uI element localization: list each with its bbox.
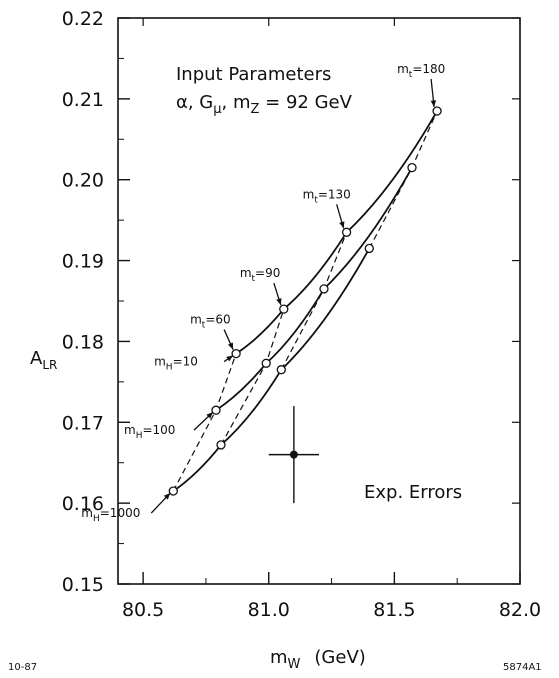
mt-line-m-t-90 xyxy=(220,308,285,446)
data-point xyxy=(276,365,286,375)
data-point xyxy=(432,106,442,116)
data-point xyxy=(319,284,329,294)
arrow-head xyxy=(339,221,345,229)
mh-series xyxy=(168,106,442,496)
data-point xyxy=(168,486,178,496)
annotation-m-h-10: mH=10 xyxy=(154,355,198,373)
data-point xyxy=(364,243,374,254)
mt-line-m-t-60 xyxy=(172,353,237,492)
data-point xyxy=(279,304,289,314)
arrow-head xyxy=(163,493,171,500)
data-point xyxy=(341,227,352,237)
y-tick-label: 0.20 xyxy=(62,170,104,192)
arrow-head xyxy=(226,355,234,362)
x-tick-label: 80.5 xyxy=(122,599,164,621)
series-line-m-h-1000 xyxy=(172,247,371,492)
annotations: mt=180 mt=130 mt=90 mt=60 mH=10 mH=100 mH=1000 xyxy=(81,62,445,524)
x-axis-label: mW (GeV) xyxy=(270,647,366,672)
error-bar-label: Exp. Errors xyxy=(364,482,462,503)
y-axis-label: ALR xyxy=(30,348,57,372)
inset-params: α, Gμ, mZ = 92 GeV xyxy=(176,92,353,117)
footer-left: 10-87 xyxy=(8,662,37,673)
data-point xyxy=(211,405,221,415)
data-point xyxy=(407,162,417,173)
arrow-head xyxy=(227,342,234,350)
mt-line-m-t-180 xyxy=(368,110,438,249)
x-tick-label: 82.0 xyxy=(499,599,541,621)
y-tick-label: 0.19 xyxy=(62,251,104,273)
y-axis: 0.15 0.16 0.17 0.18 0.19 0.20 0.21 0.22 xyxy=(62,8,520,596)
error-bar-point xyxy=(289,450,298,459)
annotation-m-t-60: mt=60 xyxy=(190,313,231,331)
footer-right: 5874A1 xyxy=(503,662,542,673)
y-tick-label: 0.18 xyxy=(62,331,104,353)
arrow-head xyxy=(276,298,282,306)
x-axis: 80.5 81.0 81.5 82.0 xyxy=(122,18,541,621)
y-tick-label: 0.21 xyxy=(62,89,104,111)
data-point xyxy=(216,440,226,450)
x-tick-label: 81.5 xyxy=(373,599,415,621)
y-tick-label: 0.22 xyxy=(62,8,104,30)
data-point xyxy=(261,358,271,368)
annotation-m-t-180: mt=180 xyxy=(397,62,445,80)
arrow-head xyxy=(430,100,437,107)
annotation-m-h-1000: mH=1000 xyxy=(81,506,140,524)
x-tick-label: 81.0 xyxy=(248,599,290,621)
y-tick-label: 0.16 xyxy=(62,493,104,515)
y-tick-label: 0.17 xyxy=(62,412,104,434)
y-tick-label: 0.15 xyxy=(62,574,104,596)
annotation-m-t-130: mt=130 xyxy=(303,187,351,205)
series-line-m-h-100 xyxy=(215,167,413,411)
error-bar xyxy=(268,406,319,504)
arrow-head xyxy=(206,412,213,419)
data-point xyxy=(231,348,241,359)
annotation-m-t-90: mt=90 xyxy=(240,266,281,284)
mt-dashed-lines xyxy=(172,110,438,492)
annotation-m-h-100: mH=100 xyxy=(124,423,175,441)
series-line-m-h-10 xyxy=(235,110,438,355)
inset-title: Input Parameters xyxy=(176,64,331,85)
